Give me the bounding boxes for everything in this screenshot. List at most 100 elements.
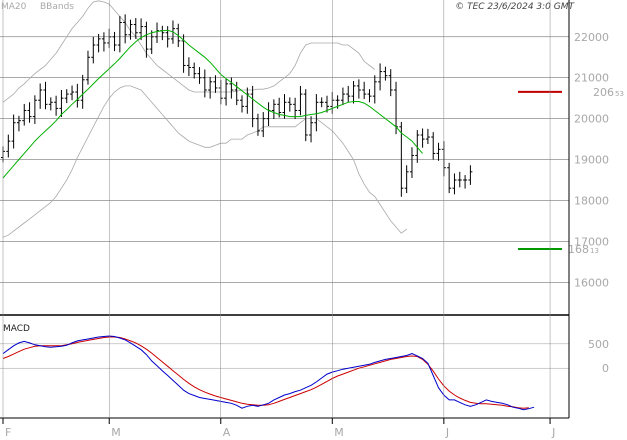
ohlc-bar [96,33,101,53]
month-label: F [5,426,11,439]
ohlc-bar [101,32,106,52]
ohlc-bar [149,30,154,54]
ohlc-bar [224,78,229,106]
ohlc-bar [282,94,287,119]
ohlc-bar [271,99,276,120]
ohlc-bar [378,63,383,91]
ohlc-bar [48,97,53,111]
ohlc-bar [287,97,292,112]
ohlc-bar [133,18,138,39]
ohlc-bars [1,14,473,197]
ohlc-bar [6,134,11,158]
legend-ma20: MA20 [1,2,27,12]
ohlc-bar [117,15,122,53]
ohlc-bar [372,75,377,104]
ohlc-bar [255,113,260,136]
ohlc-bar [431,132,436,160]
ohlc-bar [409,147,414,178]
macd-lines [2,335,535,411]
macd-gridlines [0,343,569,369]
ohlc-bar [319,97,324,108]
ohlc-bar [420,128,425,148]
macd-panel: 0 500 [0,335,609,411]
ohlc-bar [213,75,218,93]
bollinger-bands [2,0,407,238]
ohlc-bar [139,18,144,41]
ohlc-bar [404,165,409,194]
price-axis-labels: 16000 17000 18000 19000 20000 21000 22000 [574,31,609,289]
month-label: J [551,426,555,439]
ohlc-bar [447,162,452,194]
price-level-label: 20653 [593,86,624,99]
moving-average [2,29,423,179]
macd-label: MACD [3,324,30,334]
price-tick-label: 22000 [574,31,609,44]
ohlc-bar [197,67,202,84]
ohlc-bar [11,114,16,149]
month-label: J [445,426,449,439]
month-label: A [223,426,231,439]
ohlc-bar [186,57,191,77]
ohlc-bar [54,95,59,116]
ohlc-bar [16,115,21,132]
ohlc-bar [27,102,32,123]
ohlc-bar [346,85,351,103]
ohlc-bar [240,95,245,113]
ohlc-bar [298,85,303,116]
ohlc-bar [383,66,388,81]
price-panel: 20653 16813 16000 17000 18000 19000 20000 2100… [0,0,624,315]
ohlc-bar [80,74,85,109]
legend-bbands: BBands [40,2,74,12]
ohlc-bar [75,83,80,108]
ohlc-bar [351,81,356,104]
ohlc-bar [38,83,43,109]
ohlc-bar [415,130,420,163]
ma20-line [2,29,423,179]
ohlc-bar [181,34,186,73]
ohlc-bar [314,94,319,132]
price-tick-label: 20000 [574,113,609,126]
ohlc-bar [463,175,468,189]
bband-lower-line [2,85,407,238]
ohlc-bar [261,112,266,138]
price-levels: 20653 16813 [518,86,624,256]
ohlc-bar [112,31,117,52]
ohlc-bar [367,89,372,103]
ohlc-bar [234,81,239,106]
price-level-label: 16813 [568,243,599,256]
ohlc-bar [155,22,160,43]
ohlc-bar [43,81,48,110]
ohlc-bar [245,87,250,114]
month-label: M [334,426,344,439]
month-label: M [111,426,121,439]
ohlc-bar [59,90,64,117]
price-tick-label: 21000 [574,72,609,85]
ohlc-bar [250,85,255,128]
ohlc-bar [340,87,345,106]
price-plot-area [0,0,569,315]
ohlc-bar [388,69,393,97]
ohlc-bar [399,121,404,197]
ohlc-bar [144,21,149,58]
ohlc-bar [362,81,367,99]
ohlc-bar [202,69,207,98]
ohlc-bar [425,128,430,144]
ohlc-bar [64,89,69,104]
price-tick-label: 18000 [574,194,609,207]
price-tick-label: 17000 [574,235,609,248]
macd-tick-label: 0 [602,362,609,375]
ohlc-bar [436,142,441,161]
ohlc-bar [22,103,27,126]
ohlc-bar [70,85,75,101]
ohlc-bar [452,173,457,195]
ohlc-bar [32,95,37,124]
macd-axis-labels: 0 500 [588,338,609,375]
ohlc-bar [128,19,133,40]
ohlc-bar [165,26,170,48]
ohlc-bar [192,62,197,79]
ohlc-bar [229,77,234,99]
ohlc-bar [324,95,329,113]
ohlc-bar [309,116,314,143]
